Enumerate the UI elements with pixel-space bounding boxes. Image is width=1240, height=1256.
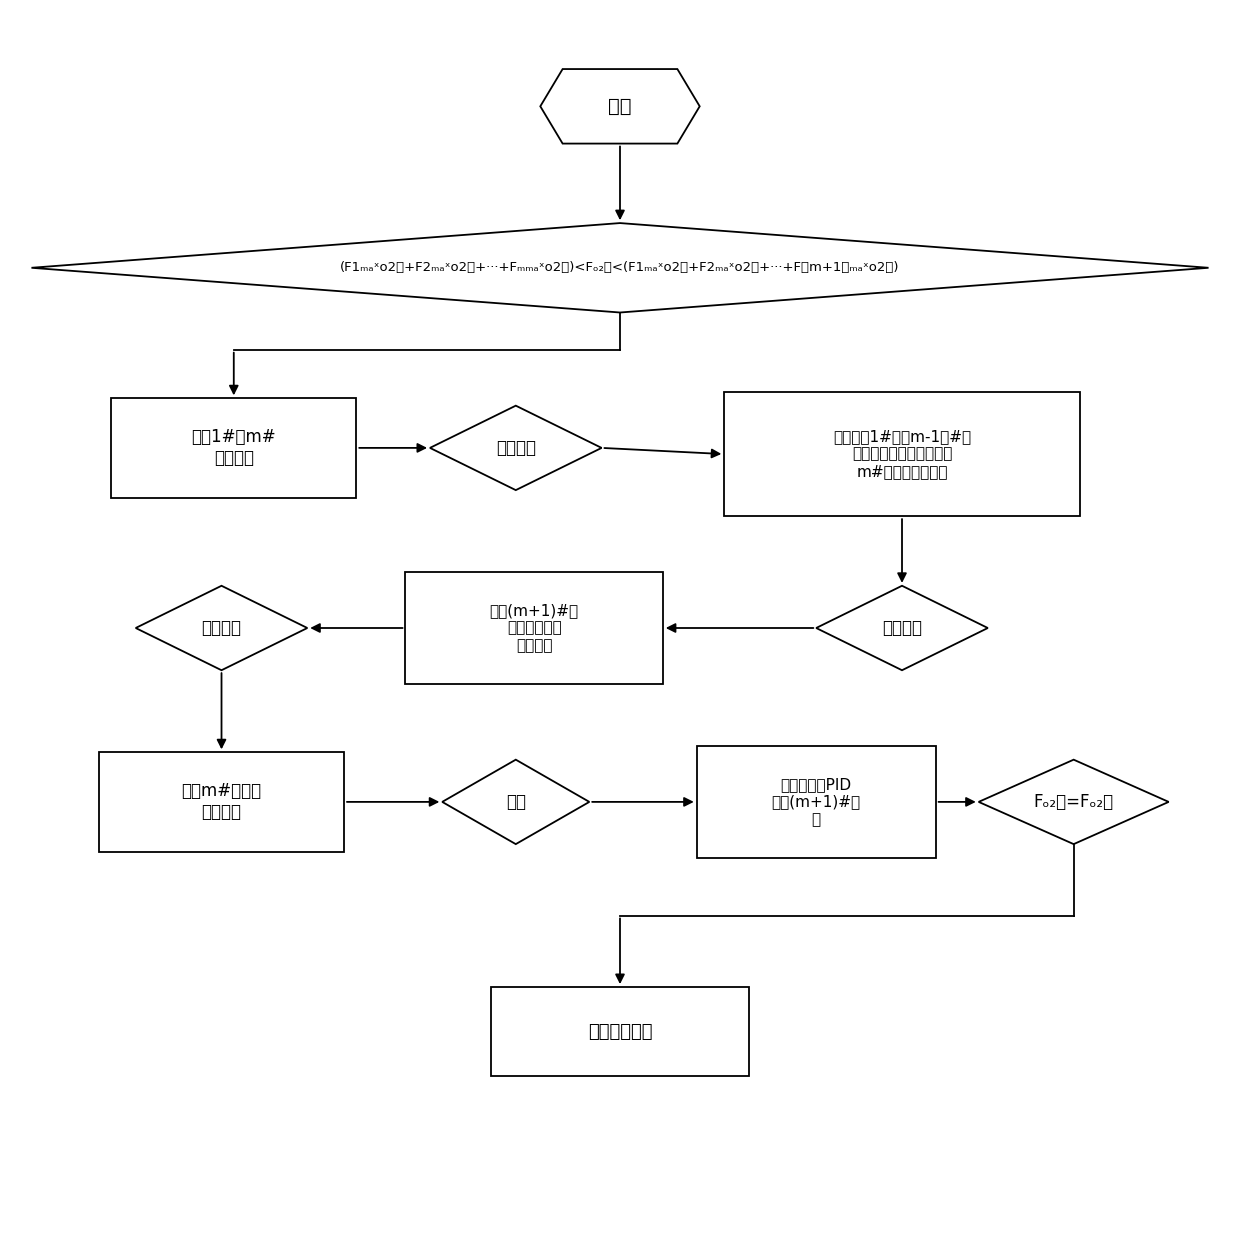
FancyBboxPatch shape <box>99 752 345 852</box>
Polygon shape <box>135 585 308 671</box>
Text: (F1ₘₐˣo2供+F2ₘₐˣo2供+···+Fₘₘₐˣo2供)<Fₒ₂需<(F1ₘₐˣo2供+F2ₘₐˣo2供+···+F（m+1）ₘₐˣo2供): (F1ₘₐˣo2供+F2ₘₐˣo2供+···+Fₘₘₐˣo2供)<Fₒ₂需<(F… <box>340 261 900 274</box>
Polygon shape <box>816 585 988 671</box>
Text: 启动完成: 启动完成 <box>496 438 536 457</box>
Polygon shape <box>541 69 699 143</box>
FancyBboxPatch shape <box>491 987 749 1076</box>
FancyBboxPatch shape <box>724 392 1080 516</box>
FancyBboxPatch shape <box>405 571 663 685</box>
Polygon shape <box>978 760 1168 844</box>
Text: 自动调节1#至（m-1）#机
组流量至最大流量，调节
m#机组至最小流量: 自动调节1#至（m-1）#机 组流量至最大流量，调节 m#机组至最小流量 <box>833 430 971 479</box>
Text: 调节完成: 调节完成 <box>202 619 242 637</box>
Text: 准备: 准备 <box>609 97 631 116</box>
Text: 初始启动完成: 初始启动完成 <box>588 1022 652 1041</box>
Text: 调节完成: 调节完成 <box>882 619 923 637</box>
Text: Fₒ₂需=Fₒ₂测: Fₒ₂需=Fₒ₂测 <box>1034 793 1114 811</box>
FancyBboxPatch shape <box>112 398 356 497</box>
Polygon shape <box>443 760 589 844</box>
Polygon shape <box>430 406 601 490</box>
Text: 就地控制柜PID
调节(m+1)#机
组: 就地控制柜PID 调节(m+1)#机 组 <box>771 777 861 826</box>
Text: 启动(m+1)#机
组，并调节至
最小流量: 启动(m+1)#机 组，并调节至 最小流量 <box>490 603 579 653</box>
Text: 调节m#机组至
最大流量: 调节m#机组至 最大流量 <box>181 782 262 821</box>
Text: 完成: 完成 <box>506 793 526 811</box>
Polygon shape <box>31 224 1209 313</box>
Text: 启动1#至m#
曝气机组: 启动1#至m# 曝气机组 <box>191 428 277 467</box>
FancyBboxPatch shape <box>697 746 936 858</box>
